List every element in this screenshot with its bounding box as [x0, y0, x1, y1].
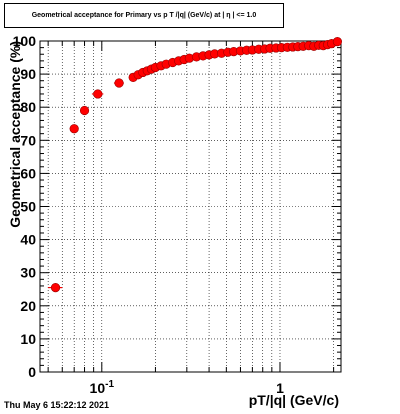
data-point — [69, 124, 79, 134]
chart-title-box: Geometrical acceptance for Primary vs p … — [4, 3, 284, 28]
y-tick-label: 0 — [28, 364, 36, 380]
data-point — [79, 105, 90, 116]
data-points — [48, 37, 342, 293]
y-tick-label: 20 — [20, 298, 36, 314]
x-tick-label: 10-1 — [90, 379, 115, 396]
x-axis-title: pT/|q| (GeV/c) — [249, 392, 339, 408]
y-tick-label: 90 — [20, 66, 36, 82]
y-tick-label: 30 — [20, 265, 36, 281]
data-point — [93, 89, 103, 99]
y-tick-label: 40 — [20, 232, 36, 248]
y-tick-label: 100 — [13, 33, 37, 49]
data-point — [50, 282, 61, 293]
axis-ticks — [40, 40, 341, 373]
y-tick-labels: 0 10 20 30 40 50 60 70 80 90 100 — [13, 33, 37, 380]
chart-title: Geometrical acceptance for Primary vs p … — [31, 12, 257, 19]
data-point — [114, 78, 124, 88]
y-tick-label: 50 — [20, 199, 36, 215]
y-tick-label: 70 — [20, 132, 36, 148]
data-point — [332, 37, 342, 47]
y-tick-label: 60 — [20, 165, 36, 181]
grid-lines — [40, 41, 341, 372]
x-tick-label: 1 — [276, 380, 284, 396]
y-axis-title: Geometrical acceptance (%) — [7, 41, 23, 228]
y-tick-label: 10 — [20, 331, 36, 347]
timestamp: Thu May 6 15:22:12 2021 — [4, 400, 110, 410]
y-tick-label: 80 — [20, 99, 36, 115]
